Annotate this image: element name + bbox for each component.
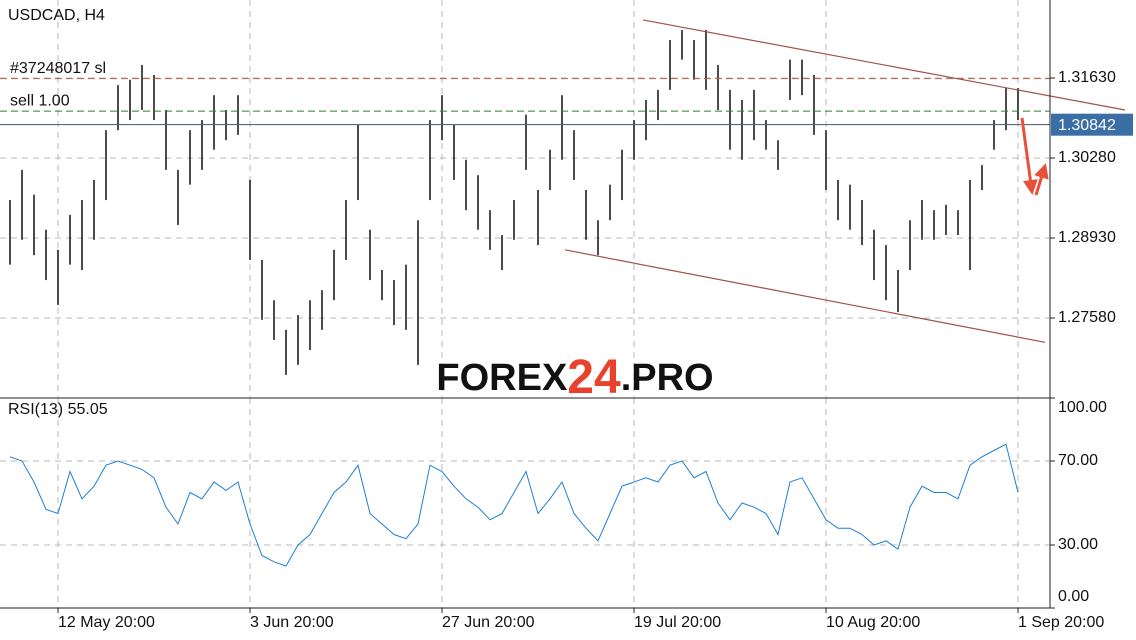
- forecast-arrow: [1034, 163, 1049, 196]
- watermark: FOREX24.PRO: [436, 351, 713, 404]
- x-tick-label: 27 Jun 20:00: [442, 614, 535, 631]
- watermark-part: FOREX: [436, 357, 568, 399]
- y-tick-label: 0.00: [1058, 588, 1089, 605]
- chart-title: USDCAD, H4: [8, 7, 105, 24]
- y-tick-label: 70.00: [1058, 452, 1098, 469]
- watermark-part: 24: [567, 351, 621, 404]
- order-label: sell 1.00: [10, 92, 70, 109]
- y-tick-label: 1.31630: [1058, 69, 1116, 86]
- channel-line: [642, 19, 1126, 111]
- x-tick-label: 12 May 20:00: [58, 614, 155, 631]
- y-tick-label: 30.00: [1058, 536, 1098, 553]
- y-tick-label: 100.00: [1058, 399, 1107, 416]
- y-tick-label: 1.27580: [1058, 309, 1116, 326]
- channel-line: [564, 249, 1046, 343]
- plot-layer: 12 May 20:00 3 Jun 20:00 27 Jun 20:00 19 Ju…: [0, 0, 1126, 631]
- x-tick-label: 3 Jun 20:00: [250, 614, 334, 631]
- order-label: #37248017 sl: [10, 60, 106, 77]
- x-tick-label: 10 Aug 20:00: [826, 614, 920, 631]
- y-tick-label: 1.30280: [1058, 149, 1116, 166]
- last-price-tag: [1051, 113, 1133, 136]
- x-tick-label: 1 Sep 20:00: [1018, 614, 1104, 631]
- y-tick-label: 1.28930: [1058, 229, 1116, 246]
- rsi-line: [9, 443, 1019, 567]
- x-tick-label: 19 Jul 20:00: [634, 614, 721, 631]
- forecast-arrow: [1020, 117, 1038, 195]
- last-price-label: 1.30842: [1058, 117, 1116, 134]
- watermark-part: .PRO: [621, 357, 714, 399]
- indicator-title: RSI(13) 55.05: [8, 401, 108, 418]
